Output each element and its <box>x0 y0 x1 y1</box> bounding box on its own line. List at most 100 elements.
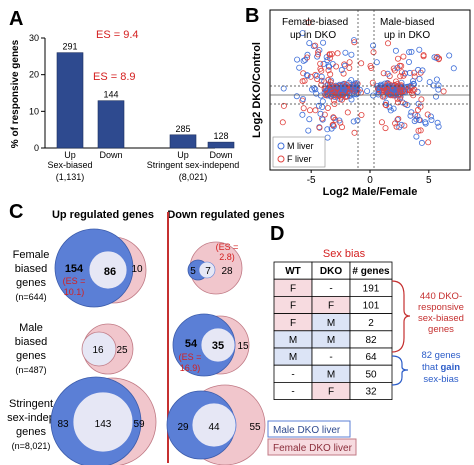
scatter-point <box>399 99 406 106</box>
scatter-point <box>435 86 442 93</box>
x-tick-label: -5 <box>307 175 316 186</box>
venn-count-male-down-f: 15 <box>237 341 249 352</box>
panel-label-b: B <box>245 5 259 27</box>
row-label-stringent-1: Stringent <box>9 398 53 410</box>
venn-panel-c: Up regulated genes Down regulated genes … <box>7 209 357 465</box>
scatter-point <box>410 81 417 88</box>
venn-count-female-up-f: 10 <box>131 264 143 275</box>
scatter-point <box>324 57 331 64</box>
venn-overlap-stringent-down <box>191 402 237 448</box>
scatter-point <box>378 119 385 126</box>
scatter-point <box>315 49 322 56</box>
scatter-point <box>392 78 399 85</box>
group-label-stringent: Stringent sex-independ <box>147 160 240 170</box>
note1-line2: responsive <box>418 302 464 313</box>
scatter-point <box>414 106 421 113</box>
table-cell-text: M <box>327 318 335 329</box>
scatter-point <box>303 72 310 79</box>
scatter-point <box>336 117 343 124</box>
scatter-point <box>402 70 409 77</box>
y-tick-label: 20 <box>29 70 39 80</box>
table-cell-text: 32 <box>365 387 377 398</box>
bar-category-label: Down <box>209 150 232 160</box>
scatter-point <box>320 39 327 46</box>
scatter-point <box>413 116 420 123</box>
scatter-point <box>407 112 414 119</box>
scatter-point <box>377 84 384 91</box>
scatter-point <box>369 79 376 86</box>
es-annotation-1: ES = 9.4 <box>96 29 139 41</box>
scatter-point <box>330 122 337 129</box>
scatter-point <box>398 69 405 76</box>
note2-gain: gain <box>440 362 460 373</box>
venn-count-stringent-up-m: 83 <box>57 419 69 430</box>
scatter-point <box>364 88 371 95</box>
scatter-point <box>317 110 324 117</box>
x-tick-label: 0 <box>367 175 373 186</box>
note1-line4: genes <box>428 324 454 335</box>
scatter-point <box>370 49 377 56</box>
venn-es-male-down-1: (ES = <box>179 352 202 362</box>
bar-category-label: Down <box>99 150 122 160</box>
scatter-point <box>325 67 332 74</box>
es-annotation-2: ES = 8.9 <box>93 71 136 83</box>
scatter-point <box>411 86 418 93</box>
scatter-point <box>435 123 442 130</box>
scatter-point <box>392 47 399 54</box>
scatter-point <box>326 51 333 58</box>
scatter-point <box>312 86 319 93</box>
scatter-point <box>328 125 335 132</box>
scatter-point <box>433 54 440 61</box>
scatter-point <box>315 51 322 58</box>
legend-male-dko: Male DKO liver <box>273 425 341 436</box>
legend-marker-f <box>277 155 285 163</box>
scatter-point <box>348 77 355 84</box>
scatter-point <box>426 79 433 86</box>
scatter-point <box>350 37 357 44</box>
scatter-point <box>394 99 401 106</box>
scatter-point <box>354 90 361 97</box>
table-cell-text: M <box>289 335 297 346</box>
table-cell-text: F <box>328 301 334 312</box>
venn-es-female-up-2: 10.1) <box>64 287 85 297</box>
row-label-female-2: biased <box>15 263 47 275</box>
scatter-point <box>398 121 405 128</box>
scatter-point <box>382 125 389 132</box>
scatter-point <box>312 42 319 49</box>
scatter-point <box>328 82 335 89</box>
venn-overlap-female-down <box>198 261 216 279</box>
note2-that: that <box>422 362 441 373</box>
note1-line3: sex-biased <box>418 313 464 324</box>
bar-data-label: 128 <box>213 131 228 141</box>
scatter-point <box>425 139 432 146</box>
scatter-point <box>450 65 457 72</box>
scatter-point <box>411 118 418 125</box>
bar <box>169 134 197 149</box>
scatter-point <box>323 88 330 95</box>
scatter-point <box>305 127 312 134</box>
scatter-point <box>338 124 345 131</box>
scatter-point <box>391 91 398 98</box>
row-label-female-3: genes <box>16 277 46 289</box>
scatter-point <box>389 86 396 93</box>
scatter-point <box>418 96 425 103</box>
group-n-sex-biased: (1,131) <box>56 172 85 182</box>
scatter-point <box>350 118 357 125</box>
scatter-point <box>397 86 404 93</box>
scatter-point <box>308 86 315 93</box>
legend-label-m: M liver <box>287 141 314 151</box>
scatter-point <box>314 76 321 83</box>
bar-category-label: Up <box>177 150 189 160</box>
bar <box>97 100 125 149</box>
venn-count-male-down-overlap: 35 <box>212 340 224 352</box>
scatter-point <box>319 116 326 123</box>
scatter-point <box>416 46 423 53</box>
table-cell-text: - <box>291 369 294 380</box>
y-tick-label: 0 <box>34 143 39 153</box>
scatter-point <box>326 51 333 58</box>
scatter-point <box>411 69 418 76</box>
scatter-point <box>406 87 413 94</box>
note2-line1: 82 genes <box>421 350 460 361</box>
row-label-stringent-3: genes <box>16 426 46 438</box>
